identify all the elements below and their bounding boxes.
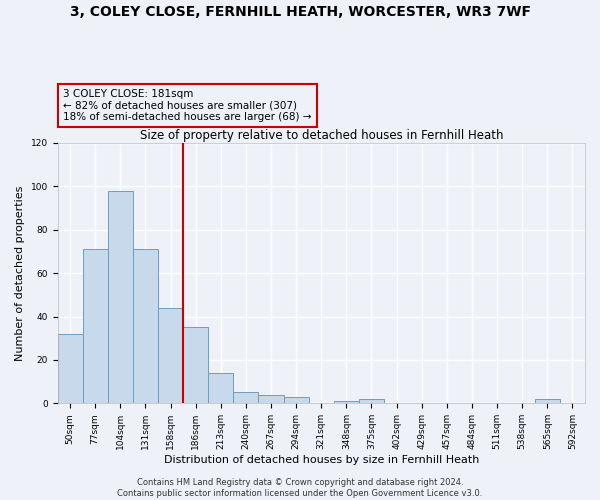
Bar [83, 250, 108, 404]
Bar [183, 328, 208, 404]
Bar [133, 250, 158, 404]
Text: 3, COLEY CLOSE, FERNHILL HEATH, WORCESTER, WR3 7WF: 3, COLEY CLOSE, FERNHILL HEATH, WORCESTE… [70, 5, 530, 19]
Bar [259, 394, 284, 404]
Bar [233, 392, 259, 404]
Bar [208, 373, 233, 404]
Text: 3 COLEY CLOSE: 181sqm
← 82% of detached houses are smaller (307)
18% of semi-det: 3 COLEY CLOSE: 181sqm ← 82% of detached … [63, 89, 311, 122]
Bar [535, 399, 560, 404]
Bar [334, 401, 359, 404]
Y-axis label: Number of detached properties: Number of detached properties [15, 186, 25, 361]
Bar [58, 334, 83, 404]
Bar [359, 399, 384, 404]
Bar [158, 308, 183, 404]
Title: Size of property relative to detached houses in Fernhill Heath: Size of property relative to detached ho… [140, 129, 503, 142]
Bar [108, 190, 133, 404]
Text: Contains HM Land Registry data © Crown copyright and database right 2024.
Contai: Contains HM Land Registry data © Crown c… [118, 478, 482, 498]
X-axis label: Distribution of detached houses by size in Fernhill Heath: Distribution of detached houses by size … [164, 455, 479, 465]
Bar [284, 397, 309, 404]
